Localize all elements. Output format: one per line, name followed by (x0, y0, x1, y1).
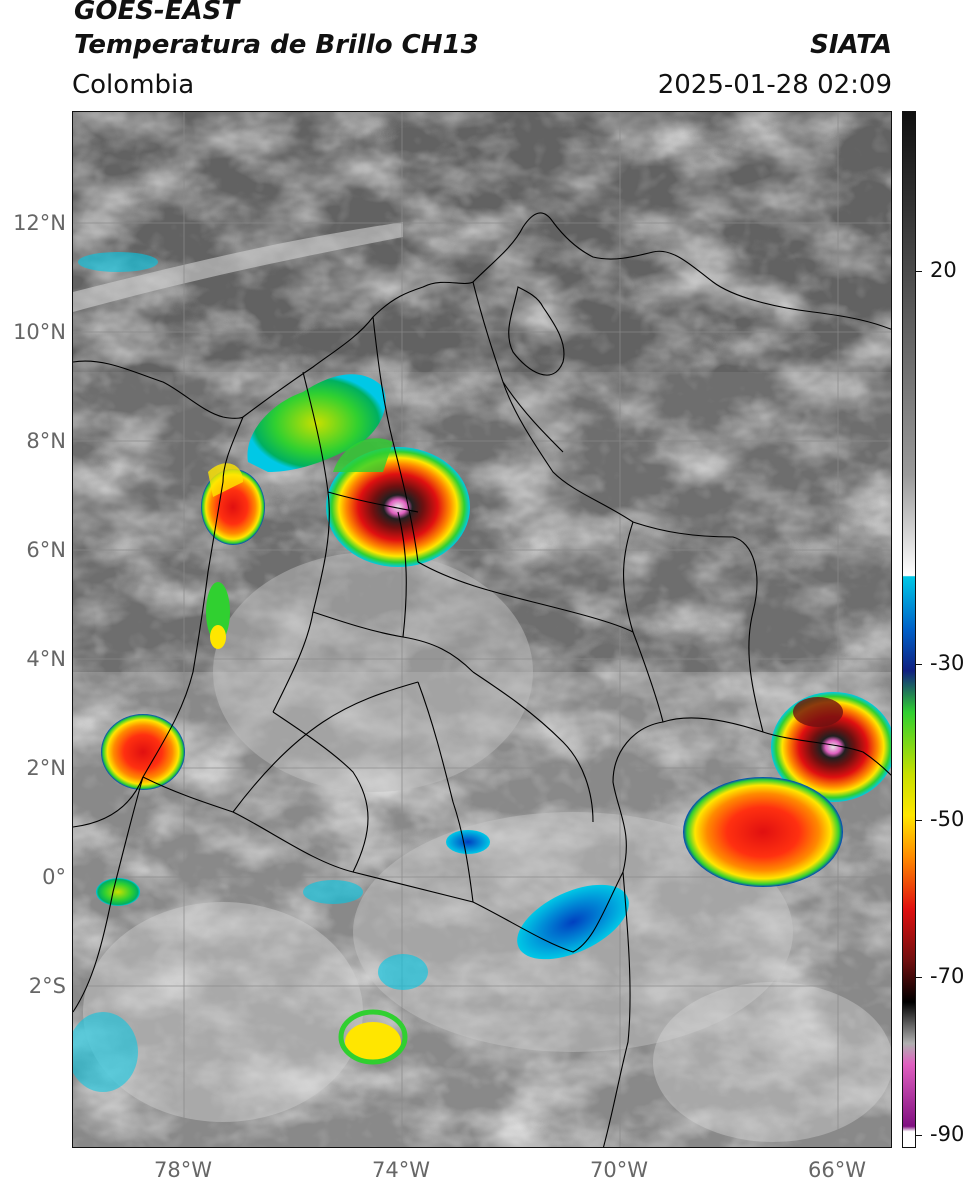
map-canvas (73, 112, 891, 1147)
storm-cells (73, 252, 891, 1092)
colorbar-tick (916, 664, 922, 665)
lat-label: 12°N (13, 211, 66, 235)
region-label: Colombia (72, 70, 195, 100)
graticule (73, 112, 891, 1147)
borders (73, 212, 891, 1147)
colorbar-tick (916, 820, 922, 821)
colorbar-label: -70 (930, 964, 965, 988)
product-title: Temperatura de Brillo CH13 (74, 30, 479, 60)
colorbar-label: -90 (930, 1122, 965, 1146)
lon-label: 70°W (590, 1158, 648, 1182)
lat-label: 2°N (26, 756, 66, 780)
colorbar-label: -30 (930, 651, 965, 675)
colorbar-label: -50 (930, 807, 965, 831)
lon-label: 78°W (154, 1158, 212, 1182)
lon-label: 66°W (808, 1158, 866, 1182)
colorbar-tick (916, 1135, 922, 1136)
lat-label: 2°S (28, 974, 66, 998)
lat-label: 10°N (13, 320, 66, 344)
satellite-map[interactable] (72, 111, 892, 1148)
lat-label: 8°N (26, 429, 66, 453)
agency-label: SIATA (810, 30, 892, 60)
datetime-label: 2025-01-28 02:09 (657, 70, 892, 100)
lon-label: 74°W (372, 1158, 430, 1182)
colorbar-tick (916, 977, 922, 978)
colorbar-label: 20 (930, 258, 957, 282)
colorbar (902, 111, 916, 1148)
lat-label: 6°N (26, 538, 66, 562)
satellite-title: GOES-EAST (74, 0, 240, 26)
lat-label: 0° (42, 865, 66, 889)
lat-label: 4°N (26, 647, 66, 671)
colorbar-tick (916, 271, 922, 272)
